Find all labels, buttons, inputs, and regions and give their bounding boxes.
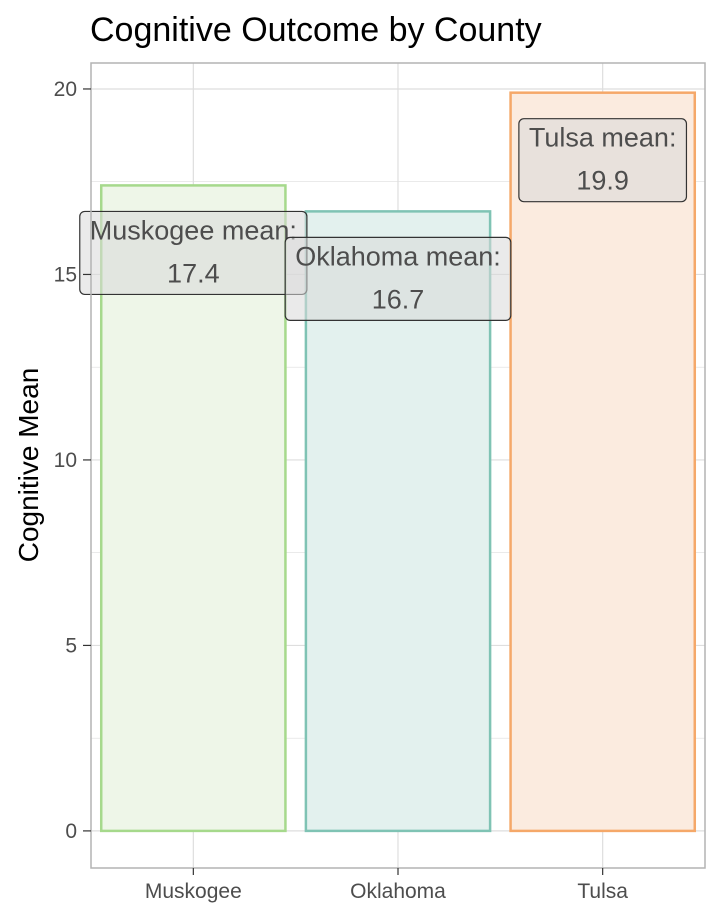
bar-label-line1: Muskogee mean: bbox=[90, 215, 297, 245]
y-axis-ticks: 0 5 10 15 20 bbox=[54, 78, 91, 843]
bar-label-tulsa: Tulsa mean: 19.9 bbox=[518, 118, 688, 203]
y-axis-title: Cognitive Mean bbox=[13, 368, 44, 563]
x-tick-label: Oklahoma bbox=[350, 880, 446, 903]
bar-label-oklahoma: Oklahoma mean: 16.7 bbox=[284, 236, 512, 321]
bar-label-line1: Tulsa mean: bbox=[529, 123, 677, 153]
bar-label-line1: Oklahoma mean: bbox=[295, 241, 501, 271]
x-axis-ticks: Muskogee Oklahoma Tulsa bbox=[145, 868, 628, 903]
y-tick-label: 0 bbox=[65, 820, 77, 843]
y-tick-label: 5 bbox=[65, 634, 77, 657]
y-tick-label: 10 bbox=[54, 449, 77, 472]
y-tick-label: 20 bbox=[54, 78, 77, 101]
chart-title: Cognitive Outcome by County bbox=[90, 11, 542, 49]
bar-label-value: 19.9 bbox=[576, 166, 629, 196]
bar-label-box bbox=[518, 118, 688, 203]
x-tick-label: Muskogee bbox=[145, 880, 242, 903]
bar-tulsa bbox=[509, 91, 697, 833]
x-tick-label: Tulsa bbox=[577, 880, 628, 903]
bar-label-muskogee: Muskogee mean: 17.4 bbox=[79, 210, 308, 296]
bar-label-value: 16.7 bbox=[372, 284, 425, 314]
y-tick-label: 15 bbox=[54, 263, 77, 286]
bar-label-box bbox=[284, 236, 512, 321]
bar-labels: Muskogee mean: 17.4 Oklahoma mean: 16.7 Tuls… bbox=[79, 118, 688, 321]
bar-label-value: 17.4 bbox=[167, 258, 220, 288]
